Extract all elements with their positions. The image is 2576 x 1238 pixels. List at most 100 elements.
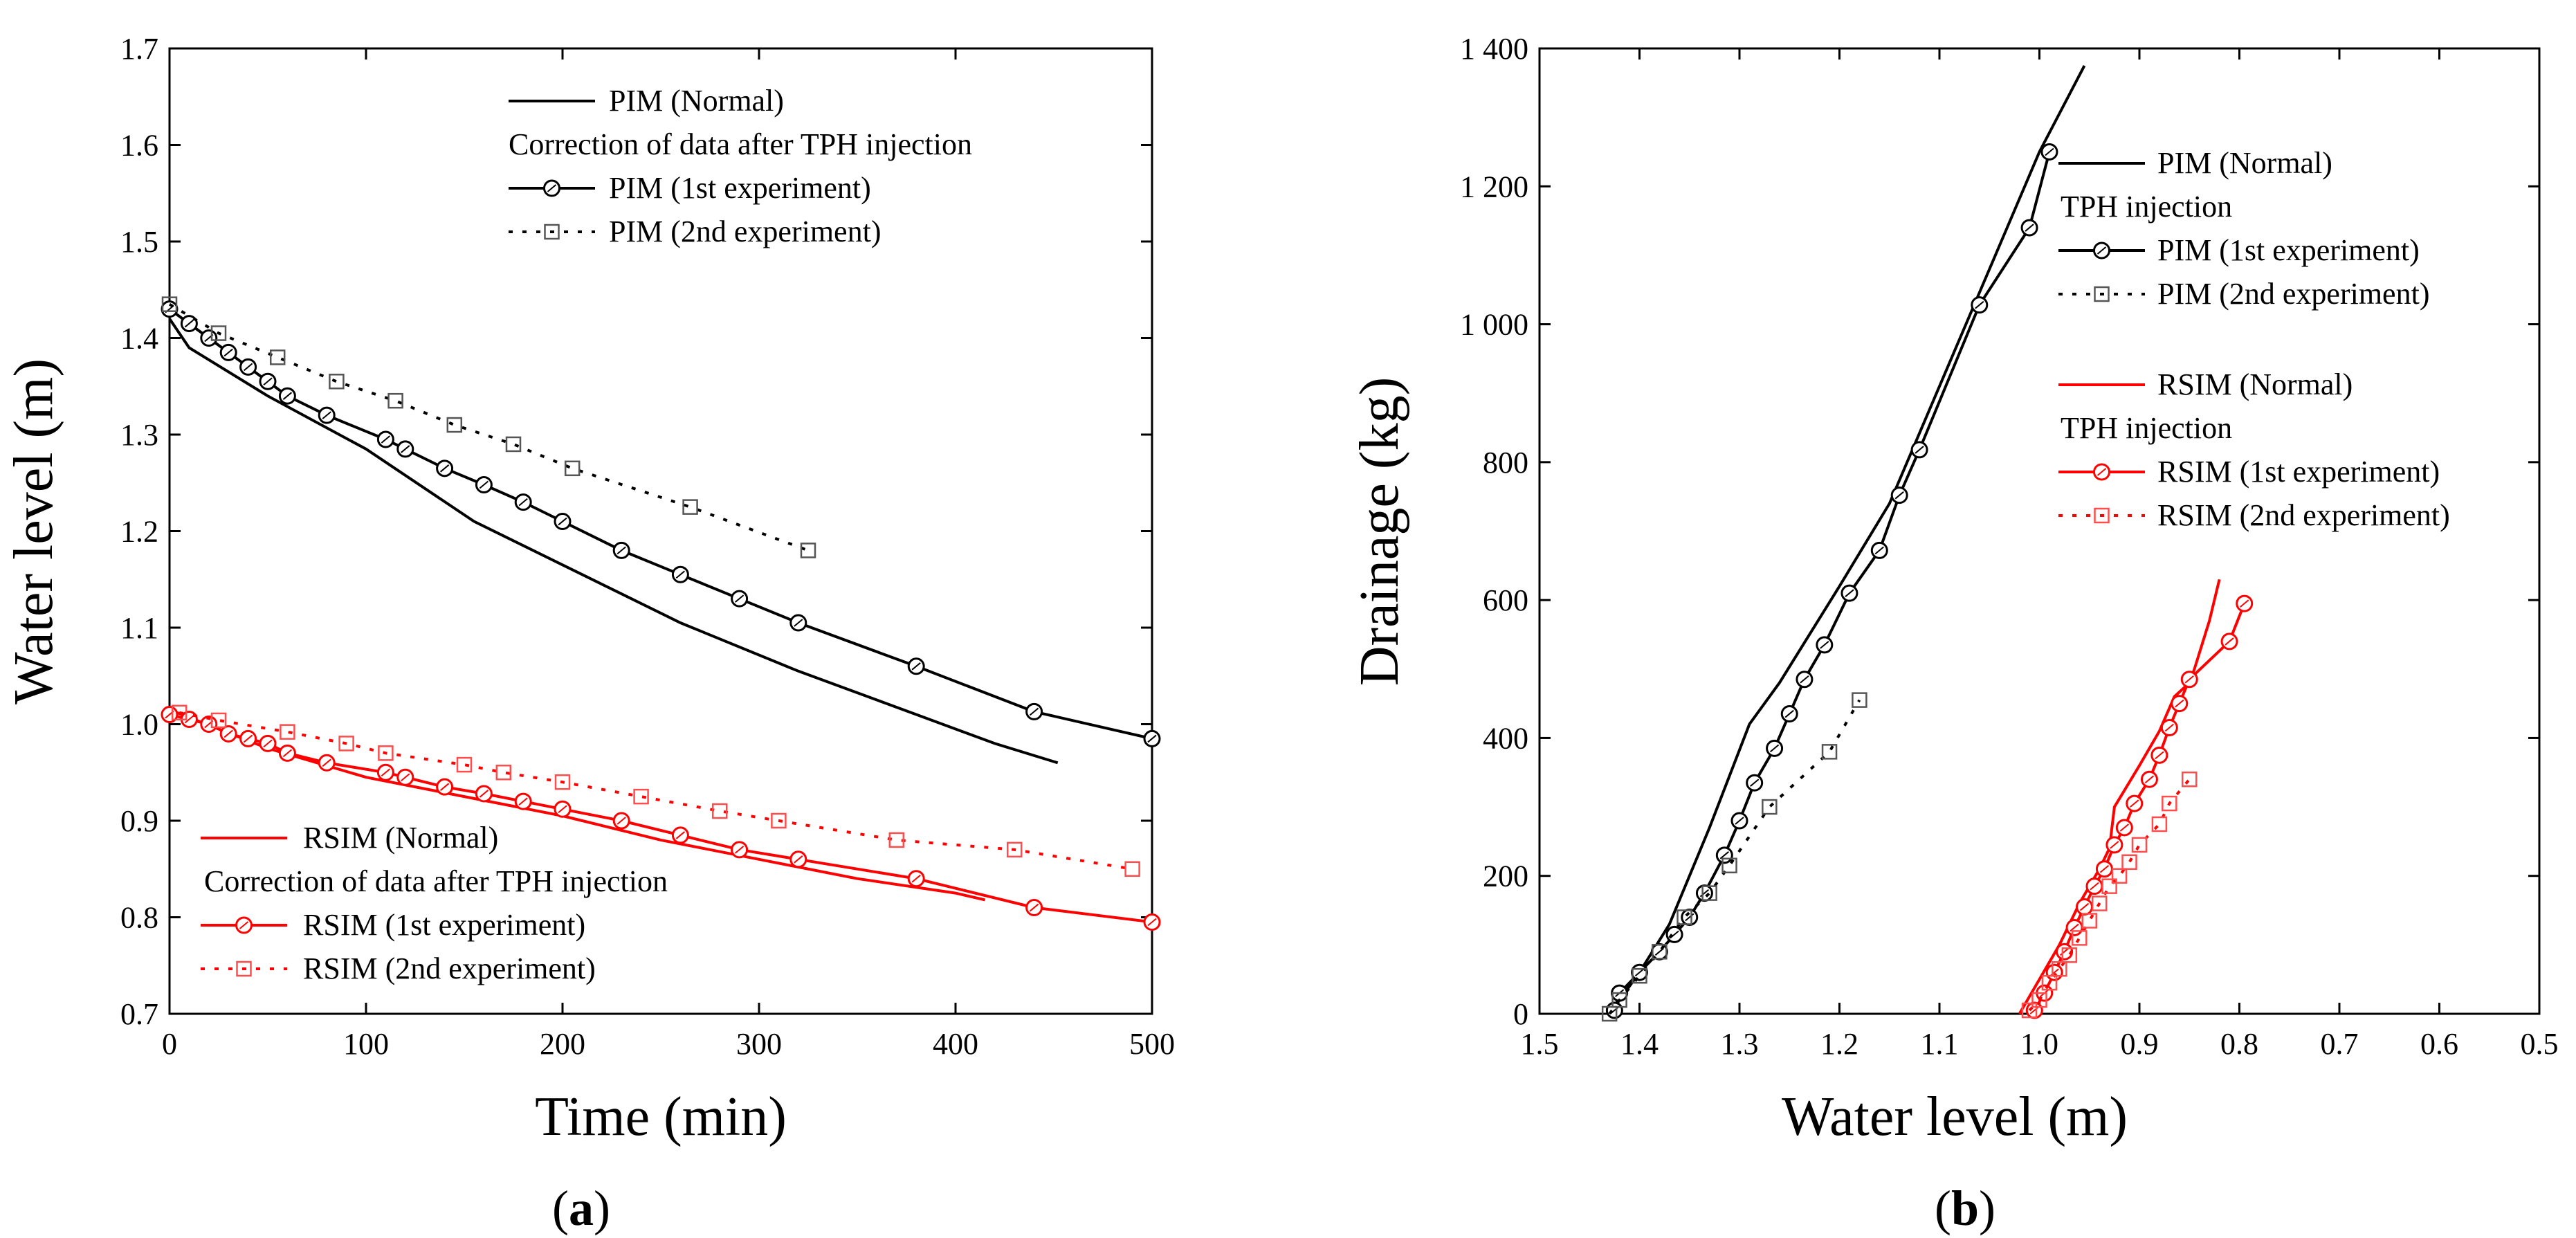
data-point bbox=[2101, 878, 2117, 894]
data-point bbox=[210, 712, 227, 729]
panel-label-open: ( bbox=[552, 1181, 569, 1236]
data-point-hatch bbox=[322, 758, 331, 767]
data-point bbox=[1006, 841, 1023, 858]
panel-label-close: ) bbox=[1979, 1181, 1995, 1236]
data-point-hatch bbox=[381, 768, 391, 777]
series-pim-2nd-experiment- bbox=[161, 296, 816, 558]
data-point bbox=[1721, 857, 1737, 874]
legend-group: PIM (Normal) Correction of data after TPH… bbox=[509, 84, 972, 248]
data-point-hatch bbox=[518, 797, 528, 805]
x-tick-label: 100 bbox=[343, 1027, 389, 1061]
legend-group: RSIM (Normal) TPH injection RSIM (1st expe… bbox=[2058, 367, 2450, 532]
legend-marker-hatch bbox=[2097, 246, 2107, 255]
legend-label: RSIM (2nd experiment) bbox=[2157, 498, 2450, 532]
series-line bbox=[1608, 699, 1861, 1015]
data-point bbox=[2081, 913, 2097, 929]
legend-label: RSIM (1st experiment) bbox=[303, 908, 585, 942]
data-point-hatch bbox=[223, 348, 233, 357]
x-tick-label: 400 bbox=[933, 1027, 978, 1061]
series-line bbox=[169, 708, 986, 902]
x-tick-label: 0.6 bbox=[2420, 1027, 2458, 1061]
data-point-hatch bbox=[381, 435, 391, 444]
series-line bbox=[2018, 579, 2221, 1015]
legend-marker-hatch bbox=[2097, 468, 2107, 476]
data-point bbox=[1601, 1005, 1618, 1022]
data-point bbox=[2091, 895, 2108, 911]
x-tick-label: 0.7 bbox=[2321, 1027, 2359, 1061]
x-tick-label: 1.3 bbox=[1721, 1027, 1759, 1061]
data-point-hatch bbox=[2119, 823, 2129, 832]
data-point-hatch bbox=[479, 790, 489, 798]
data-point-hatch bbox=[2110, 841, 2119, 849]
data-point bbox=[2021, 1002, 2038, 1019]
data-point-hatch bbox=[911, 662, 921, 671]
data-point bbox=[171, 704, 188, 721]
data-point-hatch bbox=[616, 546, 626, 555]
series-pim-normal- bbox=[168, 318, 1059, 765]
data-point-hatch bbox=[401, 445, 410, 453]
data-point-hatch bbox=[1784, 709, 1794, 718]
x-tick-label: 0 bbox=[162, 1027, 177, 1061]
x-tick-label: 200 bbox=[540, 1027, 585, 1061]
data-point bbox=[2052, 961, 2067, 977]
data-point bbox=[2031, 992, 2047, 1008]
y-tick-label: 400 bbox=[1483, 721, 1528, 755]
data-point bbox=[1701, 885, 1717, 901]
data-point-hatch bbox=[616, 817, 626, 825]
data-point-hatch bbox=[2025, 224, 2034, 232]
data-point-hatch bbox=[2240, 599, 2249, 608]
data-point bbox=[771, 812, 787, 829]
y-tick-label: 1.7 bbox=[120, 32, 158, 66]
y-axis-title: Water level (m) bbox=[3, 358, 64, 704]
series-line bbox=[168, 318, 1059, 765]
series-pim-normal- bbox=[1608, 64, 2086, 1015]
data-point-hatch bbox=[2175, 699, 2184, 708]
data-point bbox=[2061, 947, 2078, 963]
legend-label: RSIM (2nd experiment) bbox=[303, 952, 596, 985]
y-axis-title: Drainage (kg) bbox=[1349, 377, 1410, 686]
data-point bbox=[387, 392, 403, 409]
data-point bbox=[711, 803, 728, 819]
series-line bbox=[179, 711, 1133, 871]
series-rsim-2nd-experiment- bbox=[171, 704, 1140, 877]
data-point-hatch bbox=[794, 855, 803, 864]
data-point-hatch bbox=[2099, 864, 2110, 873]
data-point bbox=[1652, 944, 1668, 960]
data-point-hatch bbox=[2079, 902, 2090, 911]
data-point-hatch bbox=[1845, 589, 1854, 597]
legend-label: PIM (Normal) bbox=[2157, 146, 2332, 180]
series-pim-2nd-experiment- bbox=[1601, 692, 1867, 1022]
data-point-hatch bbox=[322, 411, 331, 419]
data-point-hatch bbox=[1029, 903, 1039, 912]
y-tick-label: 1 000 bbox=[1460, 308, 1528, 342]
data-point-hatch bbox=[184, 715, 194, 724]
legend-header: Correction of data after TPH injection bbox=[509, 127, 972, 161]
y-tick-label: 200 bbox=[1483, 859, 1528, 893]
data-point bbox=[1677, 909, 1692, 925]
legend-marker-hatch bbox=[239, 921, 249, 929]
panel-label-letter: b bbox=[1951, 1181, 1979, 1236]
data-point-hatch bbox=[2184, 675, 2194, 684]
data-point bbox=[2121, 854, 2137, 871]
legend-label: PIM (1st experiment) bbox=[609, 171, 871, 205]
legend-group: PIM (Normal) TPH injection PIM (1st experi… bbox=[2058, 146, 2429, 311]
data-point-hatch bbox=[1874, 546, 1884, 555]
data-point bbox=[2072, 930, 2088, 946]
data-point-hatch bbox=[243, 363, 253, 372]
data-point bbox=[633, 788, 649, 805]
legend-marker bbox=[2094, 286, 2110, 302]
data-point bbox=[1611, 992, 1627, 1008]
series-line bbox=[2028, 778, 2191, 1012]
data-point bbox=[2151, 816, 2168, 832]
data-point-hatch bbox=[243, 734, 253, 743]
data-point bbox=[564, 460, 581, 477]
data-point-hatch bbox=[479, 480, 489, 489]
x-tick-label: 1.2 bbox=[1820, 1027, 1858, 1061]
data-point-hatch bbox=[263, 739, 273, 748]
data-point bbox=[2182, 771, 2198, 788]
series-rsim-normal- bbox=[169, 708, 986, 902]
data-point bbox=[378, 745, 394, 761]
y-tick-label: 1.2 bbox=[120, 515, 158, 549]
data-point bbox=[446, 417, 463, 433]
